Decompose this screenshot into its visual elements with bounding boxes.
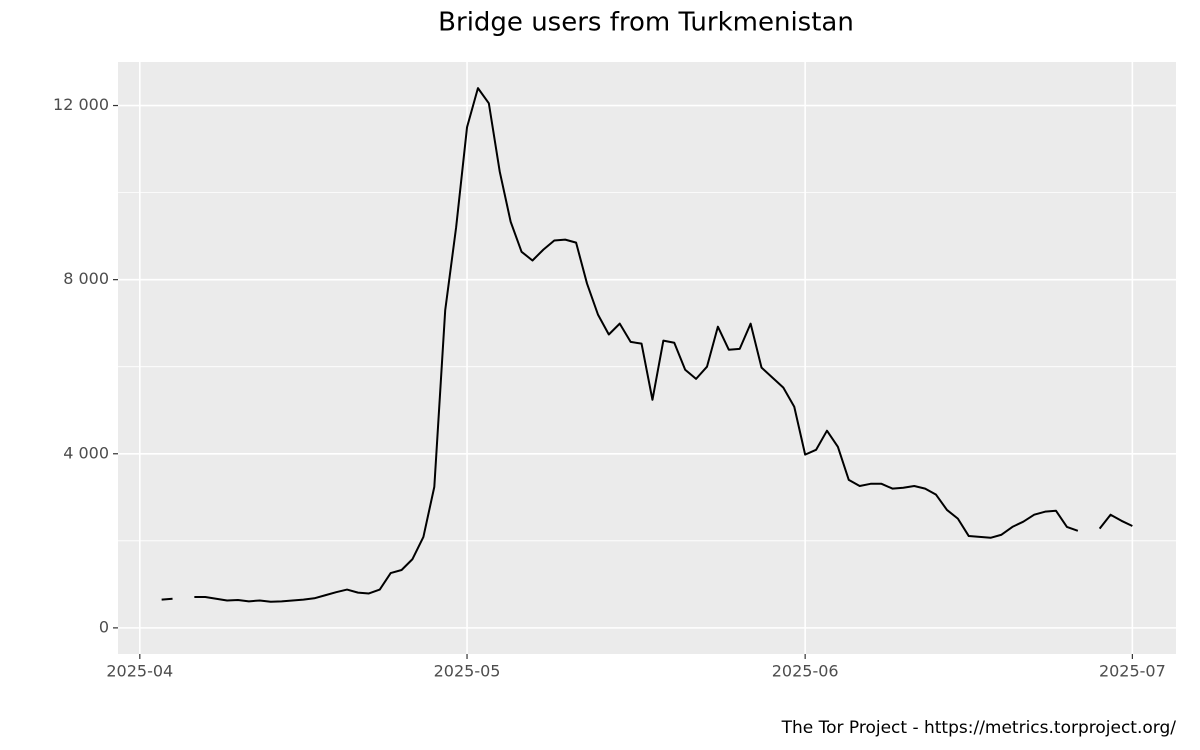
x-tick-label: 2025-04 <box>106 662 173 681</box>
y-tick-label: 4 000 <box>63 443 109 462</box>
chart-title: Bridge users from Turkmenistan <box>438 8 854 38</box>
y-tick-label: 0 <box>99 617 109 636</box>
caption: The Tor Project - https://metrics.torpro… <box>781 718 1177 738</box>
plot-panel <box>118 62 1176 654</box>
data-line <box>161 87 1133 603</box>
x-tick-label: 2025-05 <box>434 662 501 681</box>
x-tick-label: 2025-07 <box>1099 662 1166 681</box>
y-tick-label: 8 000 <box>63 269 109 288</box>
x-tick-label: 2025-06 <box>772 662 839 681</box>
y-tick-label: 12 000 <box>53 95 109 114</box>
